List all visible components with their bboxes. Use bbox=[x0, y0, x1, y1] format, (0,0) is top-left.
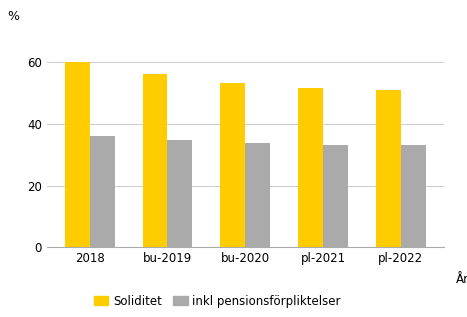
Bar bbox=[167, 140, 192, 247]
Text: %: % bbox=[7, 10, 19, 23]
Bar bbox=[401, 145, 425, 247]
Bar bbox=[376, 90, 401, 247]
Bar bbox=[220, 82, 245, 247]
Bar bbox=[323, 145, 348, 247]
Bar bbox=[245, 143, 270, 247]
Text: År: År bbox=[456, 273, 467, 286]
Bar bbox=[90, 136, 114, 247]
Bar bbox=[65, 61, 90, 247]
Legend: Soliditet, inkl pensionsförpliktelser: Soliditet, inkl pensionsförpliktelser bbox=[89, 290, 346, 312]
Bar bbox=[142, 74, 167, 247]
Bar bbox=[298, 88, 323, 247]
